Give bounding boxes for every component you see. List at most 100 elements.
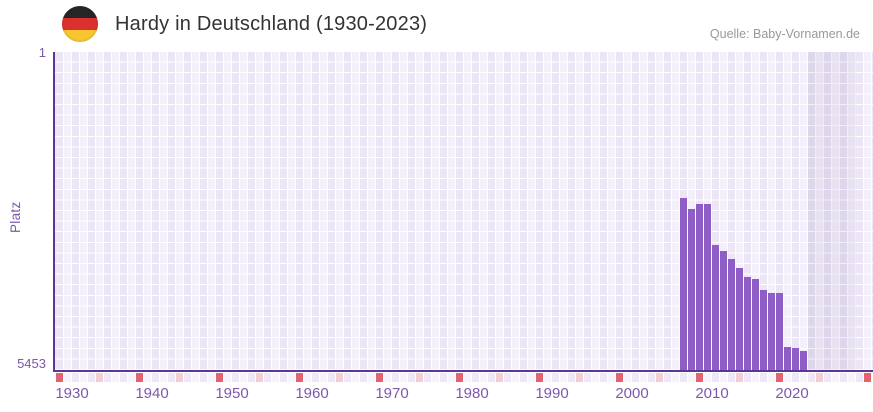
axis-strip-cell-2027: [832, 373, 839, 382]
axis-strip-cell-1961: [304, 373, 311, 382]
y-axis-line: [53, 52, 55, 372]
chart-header: Hardy in Deutschland (1930-2023): [62, 6, 427, 42]
axis-strip-cell-1986: [504, 373, 511, 382]
axis-strip-cell-1977: [432, 373, 439, 382]
axis-strip-cell-2023: [800, 373, 807, 382]
axis-strip-cell-1989: [528, 373, 535, 382]
axis-strip-cell-1931: [64, 373, 71, 382]
axis-strip-cell-1993: [560, 373, 567, 382]
x-axis-line: [53, 370, 873, 372]
axis-strip-cell-1988: [520, 373, 527, 382]
axis-strip-cell-1958: [280, 373, 287, 382]
axis-strip-cell-1987: [512, 373, 519, 382]
axis-strip-cell-2007: [672, 373, 679, 382]
x-tick-1990: 1990: [535, 385, 569, 402]
bar-2013[interactable]: [720, 251, 727, 370]
no-data-band: [808, 52, 856, 370]
bar-2015[interactable]: [736, 267, 743, 370]
axis-strip-cell-2019: [768, 373, 775, 382]
axis-strip-cell-2030: [856, 373, 863, 382]
axis-strip-cell-2022: [792, 373, 799, 382]
axis-strip-cell-2029: [848, 373, 855, 382]
axis-strip-cell-1947: [192, 373, 199, 382]
axis-strip-cell-1996: [584, 373, 591, 382]
x-tick-1950: 1950: [215, 385, 249, 402]
axis-strip-cell-1930: [56, 373, 63, 382]
axis-strip-cell-2014: [728, 373, 735, 382]
axis-strip-cell-1965: [336, 373, 343, 382]
axis-strip-cell-2015: [736, 373, 743, 382]
axis-strip-cell-2008: [680, 373, 687, 382]
axis-strip-cell-2005: [656, 373, 663, 382]
axis-strip-cell-2026: [824, 373, 831, 382]
bar-2017[interactable]: [752, 278, 759, 370]
axis-strip-cell-1998: [600, 373, 607, 382]
x-tick-1930: 1930: [55, 385, 89, 402]
axis-strip-cell-2028: [840, 373, 847, 382]
bar-2011[interactable]: [704, 203, 711, 370]
axis-strip-cell-1970: [376, 373, 383, 382]
axis-strip-cell-2011: [704, 373, 711, 382]
axis-strip-cell-1978: [440, 373, 447, 382]
axis-strip-cell-2001: [624, 373, 631, 382]
axis-strip-cell-1943: [160, 373, 167, 382]
x-tick-1980: 1980: [455, 385, 489, 402]
axis-strip-cell-1940: [136, 373, 143, 382]
axis-strip-cell-2024: [808, 373, 815, 382]
axis-strip-cell-1994: [568, 373, 575, 382]
axis-strip-cell-2016: [744, 373, 751, 382]
axis-strip-cell-2025: [816, 373, 823, 382]
bar-2008[interactable]: [680, 197, 687, 370]
bar-2021[interactable]: [784, 346, 791, 370]
bar-2009[interactable]: [688, 208, 695, 370]
x-tick-2010: 2010: [695, 385, 729, 402]
bar-2016[interactable]: [744, 277, 751, 370]
axis-strip-cell-1966: [344, 373, 351, 382]
axis-strip-cell-1960: [296, 373, 303, 382]
axis-strip-cell-1991: [544, 373, 551, 382]
axis-strip-cell-2002: [632, 373, 639, 382]
axis-strip-cell-1948: [200, 373, 207, 382]
axis-strip-cell-1983: [480, 373, 487, 382]
bar-2012[interactable]: [712, 244, 719, 370]
bar-2018[interactable]: [760, 289, 767, 370]
axis-strip-cell-1942: [152, 373, 159, 382]
axis-strip-cell-1972: [392, 373, 399, 382]
axis-strip-cell-1981: [464, 373, 471, 382]
axis-strip-cell-1949: [208, 373, 215, 382]
axis-strip-cell-1935: [96, 373, 103, 382]
axis-strip-cell-2009: [688, 373, 695, 382]
x-tick-1940: 1940: [135, 385, 169, 402]
bar-2010[interactable]: [696, 203, 703, 370]
axis-strip-cell-2017: [752, 373, 759, 382]
axis-strip-cell-1937: [112, 373, 119, 382]
axis-strip-cell-1973: [400, 373, 407, 382]
axis-strip-cell-1932: [72, 373, 79, 382]
axis-strip-cell-1982: [472, 373, 479, 382]
axis-strip-cell-1952: [232, 373, 239, 382]
axis-strip-cell-2012: [712, 373, 719, 382]
axis-strip-cell-1941: [144, 373, 151, 382]
bar-2019[interactable]: [768, 293, 775, 370]
axis-strip-cell-1953: [240, 373, 247, 382]
axis-strip-cell-1956: [264, 373, 271, 382]
x-tick-1960: 1960: [295, 385, 329, 402]
bar-2023[interactable]: [800, 350, 807, 370]
axis-strip-cell-1963: [320, 373, 327, 382]
bar-2020[interactable]: [776, 292, 783, 370]
plot-area: [55, 52, 873, 370]
german-flag-icon: [62, 6, 98, 42]
axis-strip-cell-1975: [416, 373, 423, 382]
axis-strip-cell-1984: [488, 373, 495, 382]
axis-strip-cell-2003: [640, 373, 647, 382]
bar-2022[interactable]: [792, 348, 799, 370]
bar-2014[interactable]: [728, 259, 735, 370]
x-tick-2020: 2020: [775, 385, 809, 402]
axis-strip-cell-1955: [256, 373, 263, 382]
y-tick-bottom: 5453: [17, 356, 46, 371]
axis-strip-cell-1936: [104, 373, 111, 382]
axis-strip-cell-1968: [360, 373, 367, 382]
axis-strip-cell-1979: [448, 373, 455, 382]
axis-strip-cell-1969: [368, 373, 375, 382]
